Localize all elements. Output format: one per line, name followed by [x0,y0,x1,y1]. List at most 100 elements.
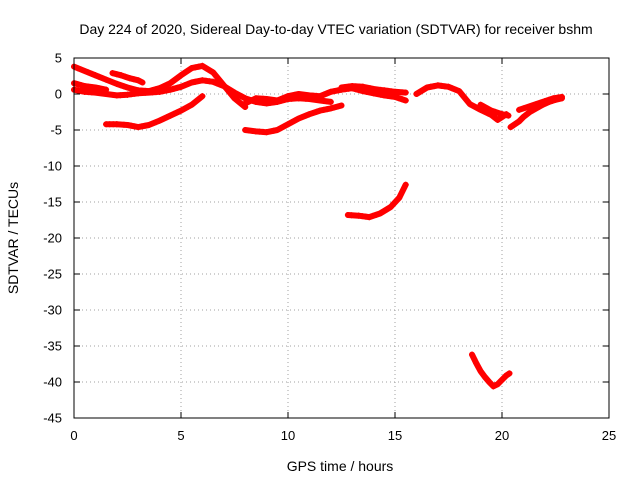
data-point-marker [546,96,553,103]
data-point-marker [331,88,338,95]
data-point-marker [373,211,380,218]
data-point-marker [113,71,120,78]
data-point-marker [120,83,127,90]
data-point-marker [499,111,505,118]
data-point-marker [537,99,544,106]
data-point-marker [170,77,177,84]
y-tick-label: -20 [43,231,62,246]
data-point-marker [199,62,206,69]
x-tick-label: 0 [70,428,77,443]
data-point-marker [277,96,284,103]
data-point-marker [188,65,195,72]
data-point-marker [274,97,281,104]
data-point-marker [520,105,527,112]
data-point-marker [475,364,482,371]
data-point-marker [484,105,491,112]
data-point-marker [235,98,242,105]
data-point-marker [188,79,195,86]
data-point-marker [470,103,477,109]
data-point-marker [270,127,277,134]
data-point-marker [431,83,438,90]
data-point-marker [95,73,102,80]
data-point-marker [95,85,102,92]
data-point-marker [149,120,156,127]
data-point-marker [285,121,291,128]
data-point-marker [99,75,106,82]
data-point-marker [131,123,138,130]
series-arc-4 [109,70,146,86]
data-point-marker [170,110,177,117]
data-point-marker [195,96,202,103]
data-point-marker [213,80,220,87]
y-tick-label: 0 [55,87,62,102]
data-point-marker [274,127,281,133]
data-point-marker [124,84,131,91]
data-point-marker [452,86,459,93]
data-point-marker [220,83,227,90]
data-point-marker [174,84,181,91]
y-tick-label: -15 [43,195,62,210]
data-point-marker [458,91,465,98]
data-point-marker [481,103,488,110]
data-point-marker [199,93,206,100]
data-point-marker [78,88,85,95]
series-arc-9 [413,82,510,123]
data-point-marker [167,86,174,93]
data-point-marker [277,125,284,132]
data-point-marker [145,121,152,128]
data-point-marker [263,129,270,136]
chart-title: Day 224 of 2020, Sidereal Day-to-day VTE… [79,21,592,37]
data-point-marker [402,97,409,104]
series-arc-10 [477,101,512,119]
data-point-marker [456,88,463,95]
data-point-marker [160,115,167,122]
data-point-marker [167,112,174,119]
x-tick-label: 15 [388,428,402,443]
data-point-marker [359,83,366,90]
data-point-marker [461,94,468,101]
y-tick-label: -25 [43,267,62,282]
data-point-marker [524,103,531,110]
data-point-marker [292,117,299,124]
data-point-marker [181,69,188,76]
data-point-marker [402,89,409,96]
data-point-marker [138,123,145,130]
data-point-marker [242,100,249,107]
data-point-marker [313,108,320,115]
data-point-marker [281,94,288,101]
data-point-marker [156,117,163,124]
data-point-marker [324,90,331,97]
data-point-marker [554,94,561,101]
data-point-marker [327,88,334,95]
data-point-marker [103,86,110,93]
data-point-marker [142,122,149,129]
data-point-marker [558,93,565,100]
data-point-marker [473,360,480,367]
data-point-marker [185,67,192,74]
data-point-marker [135,77,142,84]
data-point-marker [192,98,199,105]
data-point-marker [92,84,99,91]
series-arc-14 [469,351,513,390]
data-point-marker [427,83,434,90]
y-axis-label: SDTVAR / TECUs [5,182,21,294]
data-point-marker [402,181,409,188]
data-point-marker [523,111,530,118]
data-point-marker [491,114,498,121]
data-point-marker [393,197,400,204]
data-point-marker [320,91,327,98]
data-point-marker [130,76,137,83]
data-point-marker [170,85,177,92]
data-point-marker [174,109,181,116]
data-point-marker [369,212,376,219]
data-point-marker [217,81,224,88]
data-point-marker [285,93,291,100]
y-tick-label: -40 [43,375,62,390]
data-point-marker [117,82,124,89]
x-tick-label: 20 [495,428,509,443]
data-point-marker [367,85,374,92]
x-tick-label: 25 [602,428,616,443]
data-point-marker [320,106,327,113]
data-point-marker [206,67,213,74]
tick-layer: 0 5 10 15 20 25 5 0 -5 -10 -15 -20 -25 -30 -35 -40 -45 [43,51,616,444]
